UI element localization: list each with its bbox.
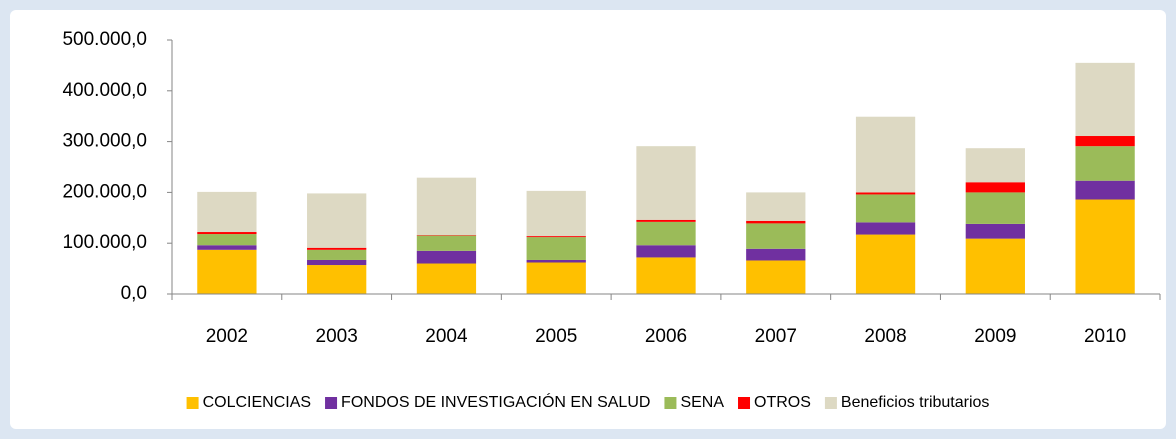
y-tick-label: 400.000,0 (62, 80, 147, 101)
bar-segment (746, 223, 806, 249)
bar-segment (307, 247, 367, 250)
bar-segment (965, 238, 1025, 294)
x-tick-label: 2006 (645, 326, 687, 347)
y-tick-label: 300.000,0 (62, 131, 147, 152)
bar-segment (416, 177, 477, 236)
bar-segment (1075, 62, 1135, 137)
bar-segment (416, 235, 477, 236)
legend-swatch (186, 397, 199, 409)
y-tick-label: 100.000,0 (62, 232, 147, 253)
bar-segment (636, 146, 696, 220)
bar-segment (1075, 136, 1135, 147)
x-tick-label: 2007 (755, 326, 797, 347)
bar-segment (307, 265, 367, 294)
legend-label: OTROS (754, 394, 811, 411)
bar-segment (526, 262, 586, 294)
bar-segment (416, 263, 477, 294)
bar-segment (1075, 199, 1135, 294)
bar-segment (965, 223, 1025, 239)
x-tick-label: 2008 (864, 326, 906, 347)
bar-segment (307, 249, 367, 260)
bar-segment (636, 245, 696, 258)
bar-segment (197, 234, 257, 246)
bar-segment (855, 222, 916, 235)
bar-segment (307, 259, 367, 266)
bar-segment (746, 220, 806, 224)
bar-segment (636, 219, 696, 222)
bar-segment (746, 248, 806, 261)
legend-label: SENA (680, 394, 724, 411)
bar-segment (416, 250, 477, 264)
legend-label: FONDOS DE INVESTIGACIÓN EN SALUD (341, 392, 650, 411)
legend-label: Beneficios tributarios (841, 394, 990, 411)
bar-segment (197, 191, 257, 233)
y-tick-label: 200.000,0 (62, 181, 147, 202)
x-tick-label: 2009 (974, 326, 1016, 347)
legend-swatch (664, 397, 677, 409)
bar-segment (197, 232, 257, 235)
bar-segment (416, 235, 477, 251)
y-tick-label: 500.000,0 (62, 29, 147, 50)
bar-segment (526, 259, 586, 263)
bar-segment (855, 192, 916, 195)
bar-segment (1075, 146, 1135, 181)
legend-swatch (824, 397, 837, 409)
bar-segment (855, 194, 916, 223)
bar-segment (197, 245, 257, 250)
x-tick-label: 2002 (206, 326, 248, 347)
bar-segment (965, 182, 1025, 193)
bar-segment (746, 260, 806, 294)
bar-segment (965, 192, 1025, 224)
bar-segment (307, 193, 367, 248)
bar-segment (746, 192, 806, 221)
bar-segment (965, 148, 1025, 183)
y-tick-label: 0,0 (121, 283, 147, 304)
bar-segment (526, 236, 586, 238)
bar-segment (855, 116, 916, 193)
legend-label: COLCIENCIAS (203, 394, 311, 411)
bar-segment (636, 221, 696, 246)
legend-swatch (738, 397, 751, 409)
panel (10, 10, 1166, 429)
bar-segment (197, 249, 257, 294)
bar-segment (526, 190, 586, 237)
x-tick-label: 2010 (1084, 326, 1126, 347)
bar-segment (636, 257, 696, 294)
bar-segment (855, 234, 916, 294)
x-tick-label: 2004 (425, 326, 468, 347)
bar-segment (1075, 180, 1135, 200)
legend-swatch (325, 397, 338, 409)
x-tick-label: 2005 (535, 326, 577, 347)
bar-segment (526, 237, 586, 260)
x-tick-label: 2003 (316, 326, 358, 347)
